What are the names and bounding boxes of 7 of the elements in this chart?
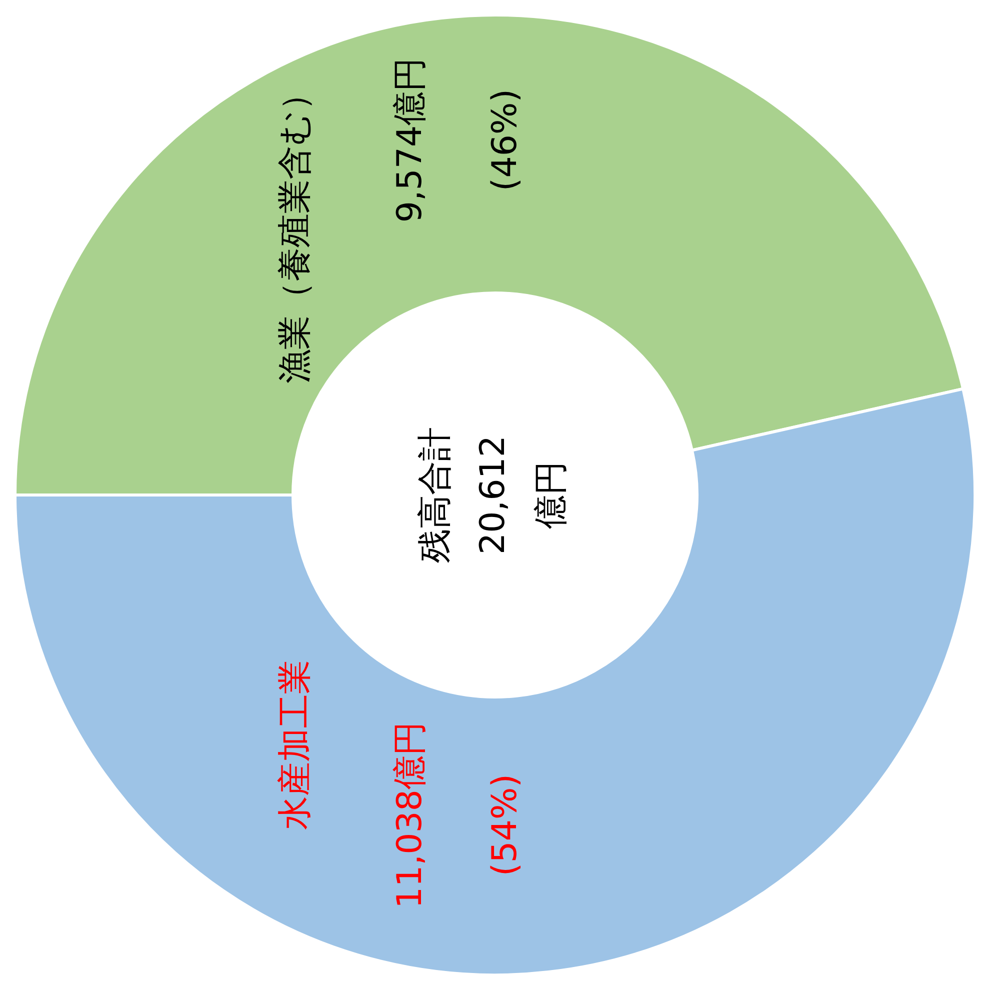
text: (46%) xyxy=(485,88,525,192)
text: (54%) xyxy=(485,774,525,876)
slice-label: 水産加工業 xyxy=(275,660,315,830)
data-label: 9,574億円 xyxy=(390,57,430,223)
data-label: 11,038億円 xyxy=(390,722,430,908)
slice-label: 漁業（養殖業含む） xyxy=(275,76,315,384)
text: 残高合計 20,612 億円 xyxy=(415,427,571,563)
